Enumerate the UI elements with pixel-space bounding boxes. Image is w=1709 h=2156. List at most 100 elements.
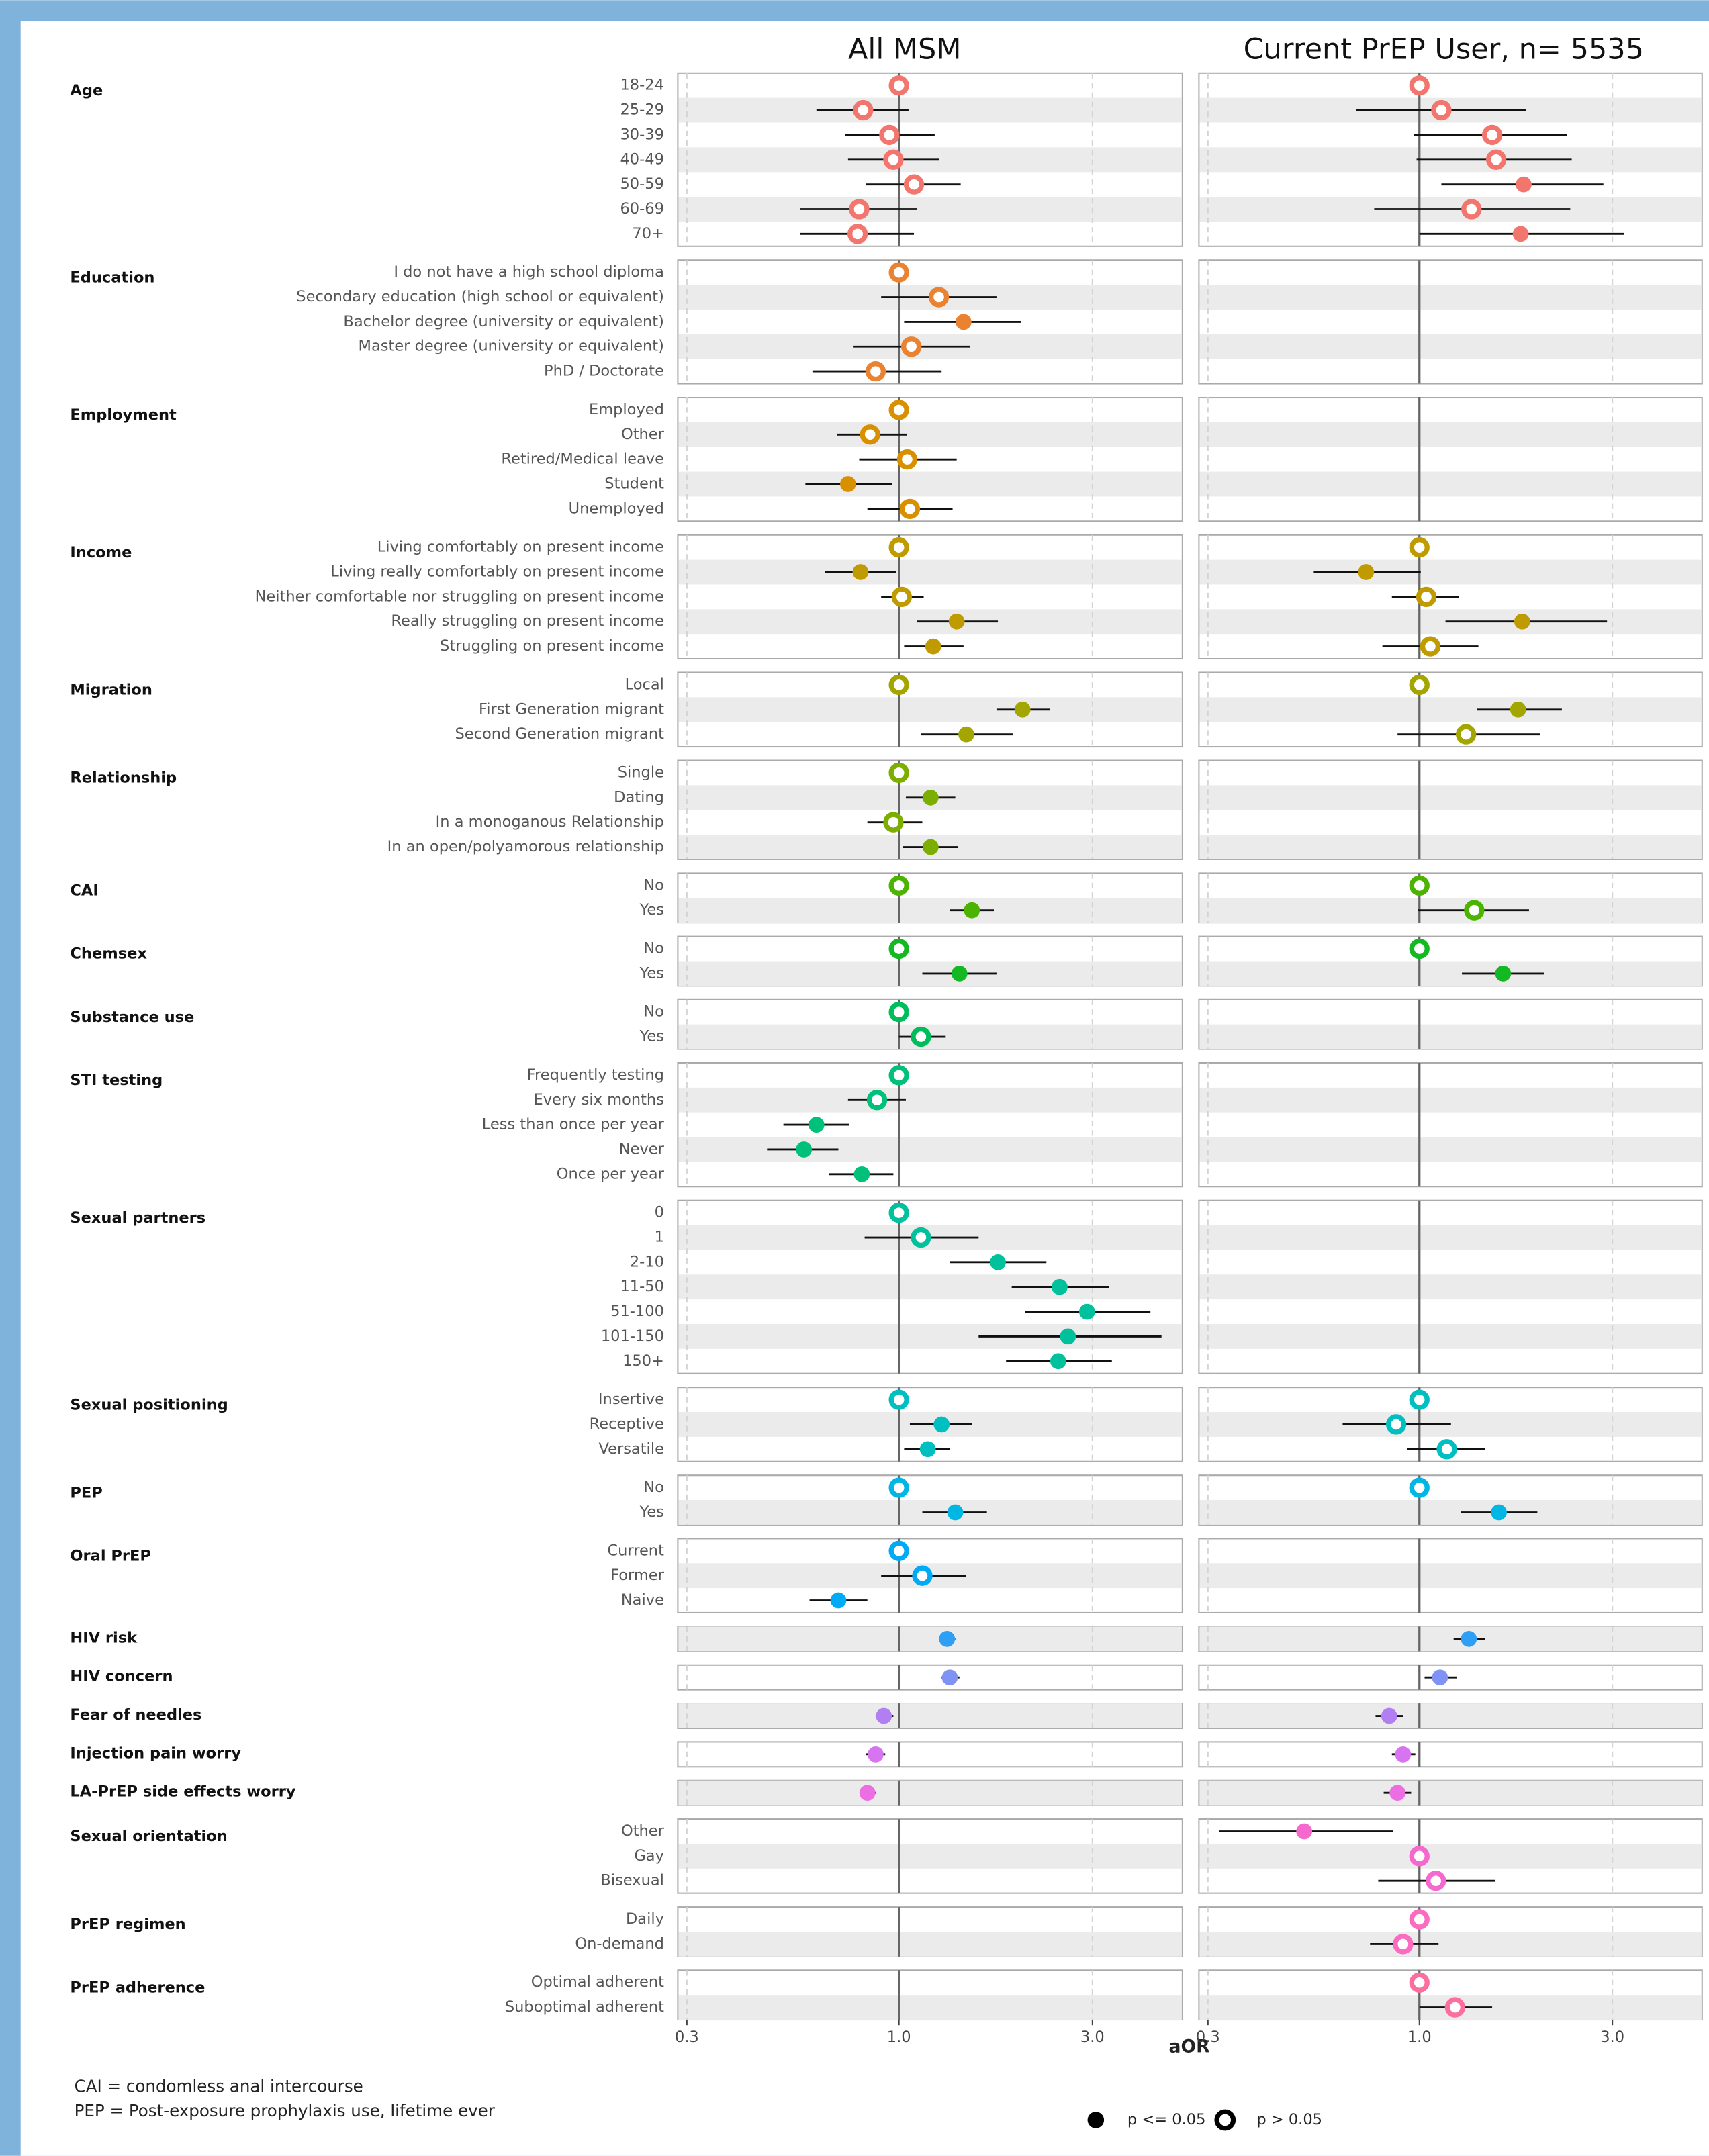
category-label: Yes (639, 901, 664, 919)
point-estimate (1389, 1785, 1406, 1801)
row-band (1199, 1225, 1702, 1250)
group-label: Sexual positioning (70, 1396, 228, 1413)
point-estimate (928, 287, 950, 308)
point-estimate (1052, 1278, 1068, 1295)
point-estimate (1395, 1746, 1412, 1763)
point-estimate (1514, 613, 1530, 630)
point-estimate (1409, 1846, 1430, 1867)
point-estimate (1296, 1823, 1313, 1840)
group-label: Migration (70, 682, 152, 699)
point-estimate (1078, 1303, 1095, 1320)
footnote: CAI = condomless anal intercourse (75, 2076, 363, 2096)
point-estimate (888, 400, 909, 420)
row-band (1199, 559, 1702, 585)
row-band (678, 1780, 1182, 1806)
point-estimate (1431, 99, 1452, 121)
point-estimate (1495, 966, 1512, 982)
group-label: PEP (70, 1484, 102, 1501)
category-label: Other (621, 426, 665, 443)
category-label: Yes (639, 1028, 664, 1045)
point-estimate (1461, 199, 1482, 220)
group-label: Income (70, 544, 132, 561)
row-band (1199, 1500, 1702, 1525)
group-label: Employment (70, 406, 177, 424)
point-estimate (859, 1785, 876, 1801)
category-label: Yes (639, 964, 664, 982)
legend-label: p > 0.05 (1256, 2111, 1322, 2128)
point-estimate (955, 314, 972, 330)
x-axis-label: aOR (1169, 2036, 1210, 2057)
point-estimate (911, 1026, 931, 1047)
x-tick-label: 0.3 (1196, 2028, 1220, 2046)
point-estimate (1420, 636, 1441, 657)
group-label: PrEP regimen (70, 1916, 185, 1933)
category-label: First Generation migrant (479, 700, 664, 718)
category-label: Other (621, 1822, 665, 1840)
point-estimate (947, 1504, 964, 1521)
row-band (1199, 1703, 1702, 1728)
category-label: Receptive (590, 1415, 664, 1433)
panel-title: All MSM (848, 33, 961, 66)
panel-box (1198, 1741, 1703, 1768)
point-estimate (939, 1630, 956, 1647)
point-estimate (888, 938, 909, 959)
point-estimate (958, 726, 974, 743)
point-estimate (1409, 1477, 1430, 1498)
point-estimate (888, 674, 909, 696)
point-estimate (852, 564, 869, 580)
row-band (678, 697, 1182, 722)
category-label: 18-24 (620, 77, 663, 94)
point-estimate (839, 476, 856, 492)
row-band (1199, 285, 1702, 310)
point-estimate (888, 762, 909, 784)
category-label: Student (604, 475, 664, 492)
category-label: Master degree (university or equivalent) (359, 338, 664, 355)
point-estimate (888, 1002, 909, 1023)
x-tick-label: 3.0 (1080, 2028, 1105, 2046)
point-estimate (1461, 1630, 1477, 1647)
point-estimate (911, 1227, 931, 1248)
point-estimate (933, 1416, 950, 1433)
panel-box (1198, 259, 1703, 385)
point-estimate (1516, 176, 1532, 193)
point-estimate (1485, 149, 1507, 170)
row-band (678, 471, 1182, 497)
row-band (678, 1931, 1182, 1957)
category-label: Second Generation migrant (455, 725, 665, 743)
row-band (1199, 1843, 1702, 1869)
x-tick-label: 3.0 (1600, 2028, 1624, 2046)
point-estimate (1491, 1504, 1507, 1521)
category-label: 30-39 (620, 126, 663, 143)
panel-box (677, 1664, 1183, 1691)
point-estimate (1409, 537, 1430, 558)
point-estimate (948, 613, 965, 630)
point-estimate (1416, 586, 1437, 608)
point-estimate (847, 224, 868, 244)
row-band (1199, 1087, 1702, 1113)
point-estimate (1050, 1353, 1066, 1370)
category-label: 40-49 (620, 150, 663, 168)
point-estimate (951, 966, 968, 982)
category-label: Less than once per year (482, 1116, 665, 1133)
group-label: HIV risk (70, 1629, 138, 1646)
point-estimate (922, 789, 939, 806)
point-estimate (1409, 674, 1430, 696)
point-estimate (866, 1090, 888, 1111)
legend-symbol (1214, 2109, 1236, 2131)
point-estimate (888, 1540, 909, 1561)
point-estimate (883, 812, 904, 833)
point-estimate (1481, 124, 1503, 146)
category-label: 101-150 (601, 1327, 664, 1345)
group-label: Sexual partners (70, 1209, 205, 1227)
x-tick-label: 0.3 (675, 2028, 699, 2046)
category-label: Secondary education (high school or equi… (296, 288, 664, 306)
category-label: No (643, 940, 664, 957)
category-label: Unemployed (569, 500, 664, 517)
point-estimate (903, 174, 925, 195)
category-label: No (643, 1479, 664, 1496)
point-estimate (849, 199, 870, 220)
point-estimate (1409, 875, 1430, 896)
point-estimate (830, 1592, 847, 1609)
